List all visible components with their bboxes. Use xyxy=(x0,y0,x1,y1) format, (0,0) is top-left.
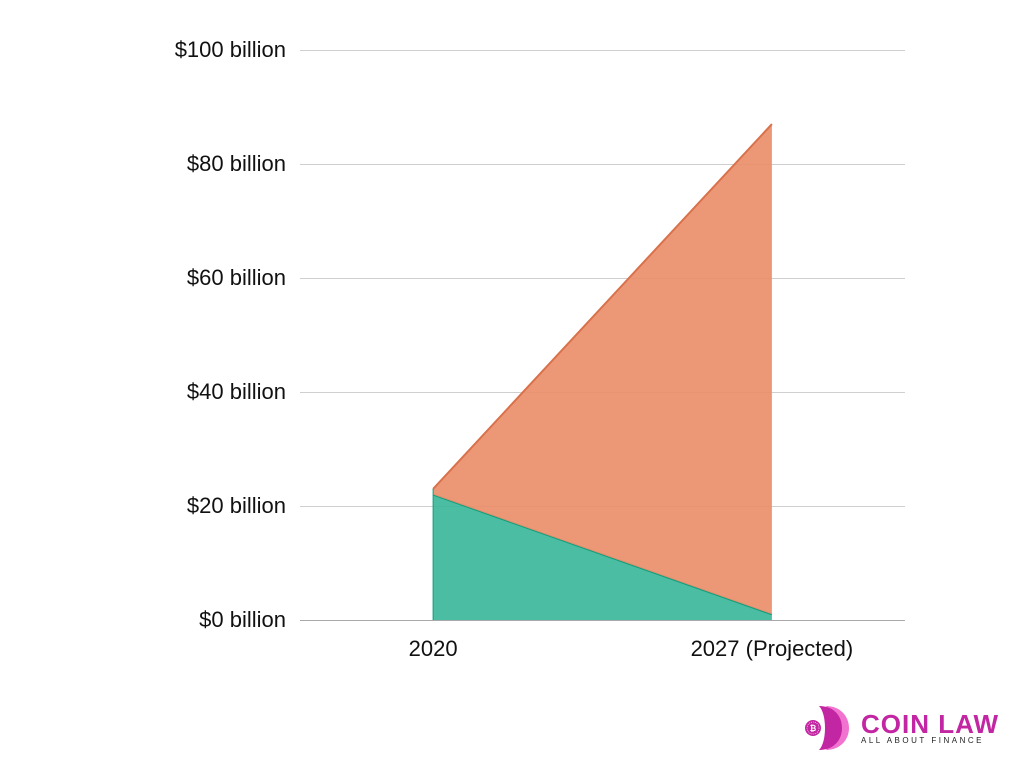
brand-logo-main: COIN LAW xyxy=(861,711,999,737)
y-tick-label: $0 billion xyxy=(116,607,286,633)
y-tick-label: $40 billion xyxy=(116,379,286,405)
y-tick-label: $100 billion xyxy=(116,37,286,63)
y-tick-label: $80 billion xyxy=(116,151,286,177)
brand-logo: ₿ COIN LAW ALL ABOUT FINANCE xyxy=(803,703,999,753)
bitcoin-icon: ₿ xyxy=(810,724,817,733)
plot-area xyxy=(300,50,905,620)
brand-logo-icon: ₿ xyxy=(803,703,853,753)
x-tick-label: 2027 (Projected) xyxy=(691,636,854,662)
x-tick-label: 2020 xyxy=(409,636,458,662)
area-chart: $0 billion $20 billion $40 billion $60 bill… xyxy=(0,0,1024,768)
brand-logo-sub: ALL ABOUT FINANCE xyxy=(861,737,999,745)
brand-logo-text: COIN LAW ALL ABOUT FINANCE xyxy=(861,711,999,745)
gridline xyxy=(300,620,905,621)
y-tick-label: $60 billion xyxy=(116,265,286,291)
chart-canvas xyxy=(300,50,905,620)
y-tick-label: $20 billion xyxy=(116,493,286,519)
